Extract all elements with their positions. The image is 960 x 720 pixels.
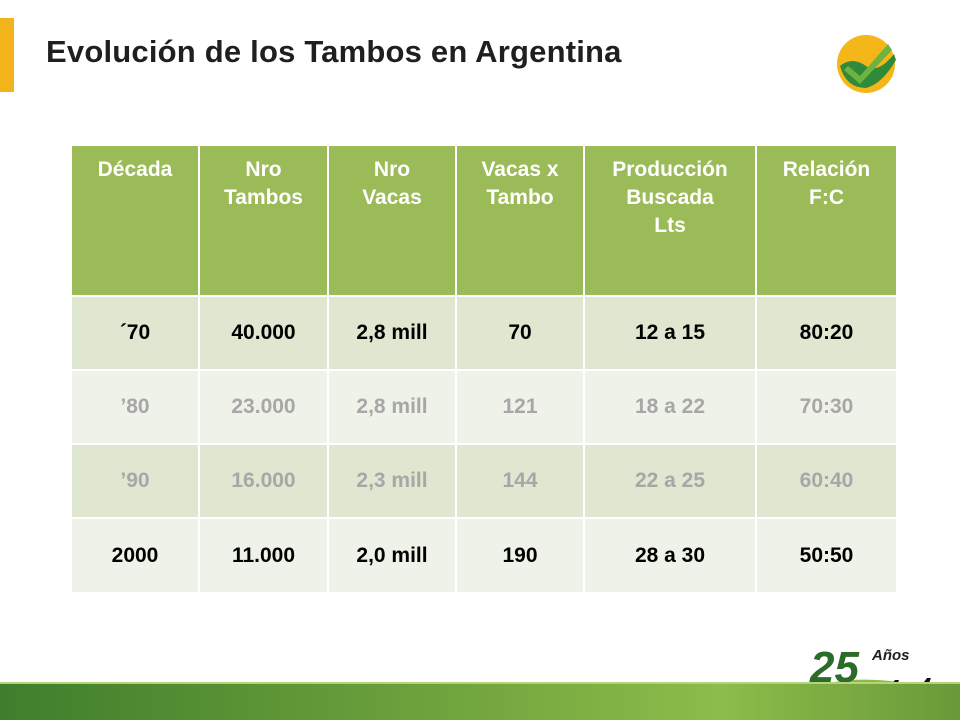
table-cell-nro-vacas: 2,8 mill (327, 369, 456, 444)
table-cell-nro-tambos: 16.000 (198, 443, 328, 518)
table-cell-decada: ´70 (72, 295, 199, 370)
table-row: ’90 16.000 2,3 mill 144 22 a 25 60:40 (72, 443, 896, 518)
table-cell-relacion: 60:40 (755, 443, 896, 518)
table-cell-produccion: 18 a 22 (583, 369, 756, 444)
table-cell-decada: 2000 (72, 517, 199, 592)
table-cell-vacas-x-tambo: 121 (455, 369, 584, 444)
dairy-evolution-table: Década Nro Tambos Nro Vacas Vacas x Tamb… (72, 146, 896, 592)
table-cell-relacion: 70:30 (755, 369, 896, 444)
footer-bar (0, 684, 960, 720)
column-header-nro-vacas: Nro Vacas (327, 146, 456, 296)
anniversary-label: Años (871, 647, 910, 664)
column-header-decada: Década (72, 146, 199, 296)
table-cell-vacas-x-tambo: 70 (455, 295, 584, 370)
table-cell-nro-tambos: 11.000 (198, 517, 328, 592)
table-cell-produccion: 28 a 30 (583, 517, 756, 592)
table-cell-nro-vacas: 2,3 mill (327, 443, 456, 518)
column-header-relacion-fc: Relación F:C (755, 146, 896, 296)
table-cell-decada: ’80 (72, 369, 199, 444)
table-cell-nro-vacas: 2,8 mill (327, 295, 456, 370)
table-row: ´70 40.000 2,8 mill 70 12 a 15 80:20 (72, 295, 896, 370)
table-cell-vacas-x-tambo: 190 (455, 517, 584, 592)
table-cell-relacion: 50:50 (755, 517, 896, 592)
table-cell-produccion: 12 a 15 (583, 295, 756, 370)
column-header-vacas-x-tambo: Vacas x Tambo (455, 146, 584, 296)
footer-divider (0, 682, 960, 684)
table-cell-nro-tambos: 23.000 (198, 369, 328, 444)
table-row: 2000 11.000 2,0 mill 190 28 a 30 50:50 (72, 517, 896, 592)
title-accent-bar (0, 18, 14, 92)
table-row: ’80 23.000 2,8 mill 121 18 a 22 70:30 (72, 369, 896, 444)
column-header-produccion-buscada: Producción Buscada Lts (583, 146, 756, 296)
page-title: Evolución de los Tambos en Argentina (46, 34, 622, 69)
table-header-row: Década Nro Tambos Nro Vacas Vacas x Tamb… (72, 146, 896, 296)
table-cell-relacion: 80:20 (755, 295, 896, 370)
table-cell-produccion: 22 a 25 (583, 443, 756, 518)
table-cell-nro-vacas: 2,0 mill (327, 517, 456, 592)
table-cell-nro-tambos: 40.000 (198, 295, 328, 370)
table-cell-decada: ’90 (72, 443, 199, 518)
table-cell-vacas-x-tambo: 144 (455, 443, 584, 518)
column-header-nro-tambos: Nro Tambos (198, 146, 328, 296)
sun-checkmark-logo-icon (837, 35, 896, 93)
